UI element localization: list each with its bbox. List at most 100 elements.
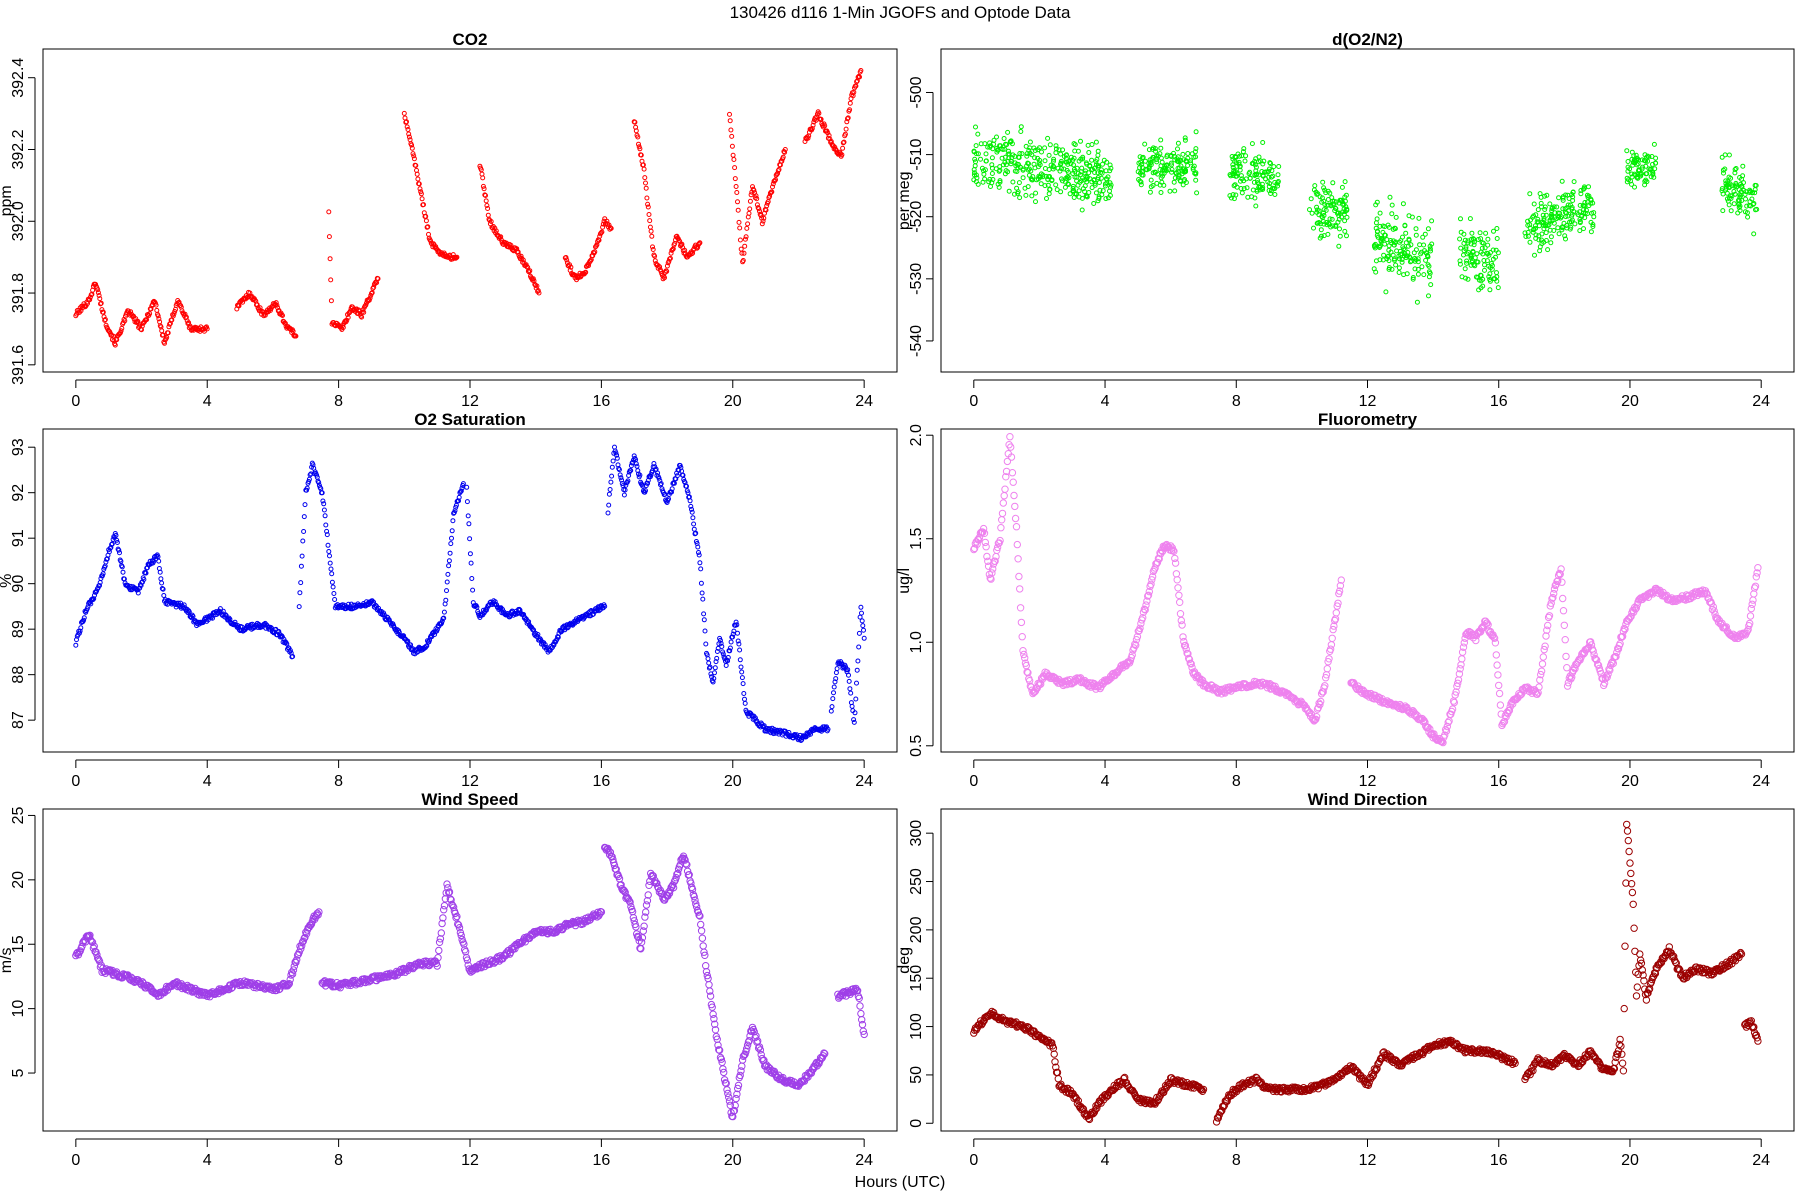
o2n2-data-point (1372, 241, 1378, 247)
o2n2-data-points (971, 124, 1760, 305)
o2n2-data-point (1536, 233, 1542, 239)
o2n2-data-point (1194, 190, 1200, 196)
o2sat-data-point (728, 639, 734, 645)
o2sat-data-point (740, 681, 746, 687)
o2n2-data-point (1333, 199, 1339, 205)
o2sat-data-point (701, 611, 707, 617)
o2n2-data-point (1231, 183, 1237, 189)
co2-data-point (586, 263, 591, 269)
o2sat-data-point (466, 521, 472, 527)
fluorometry-x-tick-label: 4 (1101, 773, 1110, 790)
co2-data-point (240, 299, 246, 305)
o2n2-data-point (1386, 258, 1392, 264)
o2n2-data-point (1487, 287, 1493, 293)
o2n2-data-point (1625, 159, 1631, 164)
fluorometry-data-point (1016, 585, 1024, 593)
o2sat-data-point (447, 550, 453, 556)
o2n2-data-point (1257, 184, 1263, 190)
o2n2-data-point (1320, 179, 1326, 185)
co2-data-point (756, 206, 762, 212)
o2n2-data-point (1260, 140, 1266, 145)
o2sat-data-point (854, 667, 860, 673)
o2n2-data-point (1413, 232, 1419, 238)
co2-data-point (405, 127, 411, 132)
fluorometry-data-point (1544, 621, 1552, 630)
o2n2-data-point (1415, 256, 1421, 262)
co2-data-point (520, 257, 526, 263)
o2n2-x-tick-label: 24 (1752, 393, 1770, 410)
o2n2-data-point (1410, 275, 1416, 280)
o2sat-data-point (702, 628, 708, 634)
o2n2-data-point (1065, 161, 1071, 167)
o2n2-data-point (1549, 213, 1555, 219)
fluorometry-data-point (1015, 572, 1023, 581)
o2n2-data-point (1032, 148, 1038, 153)
fluorometry-title: Fluorometry (1318, 410, 1418, 429)
co2-data-point (488, 219, 494, 224)
fluorometry-data-point (1006, 433, 1014, 441)
o2n2-data-point (1180, 151, 1186, 157)
o2sat-data-point (449, 535, 454, 541)
o2n2-data-point (1482, 267, 1487, 273)
fluorometry-data-point (1172, 570, 1181, 578)
fluorometry-ylabel: ug/l (896, 568, 913, 594)
o2sat-data-point (606, 491, 612, 497)
co2-data-point (729, 133, 735, 139)
o2n2-data-point (1138, 179, 1144, 185)
o2n2-data-point (1564, 205, 1570, 211)
o2n2-data-point (1046, 152, 1052, 158)
o2n2-data-point (1477, 230, 1483, 236)
o2n2-data-point (978, 156, 983, 162)
o2n2-data-point (1331, 202, 1337, 208)
co2-data-point (406, 131, 412, 137)
o2n2-data-point (1037, 145, 1042, 151)
o2n2-data-point (1193, 177, 1199, 183)
o2sat-data-point (621, 492, 627, 498)
o2n2-data-point (1493, 254, 1498, 260)
o2n2-data-point (1548, 240, 1554, 246)
co2-x-tick-label: 4 (203, 393, 212, 410)
o2n2-data-point (1465, 238, 1471, 244)
o2n2-data-point (1740, 163, 1746, 169)
o2n2-data-point (1026, 148, 1032, 153)
fluorometry-data-point (1176, 598, 1184, 606)
fluorometry-x-tick-label: 24 (1752, 773, 1770, 790)
o2n2-data-point (1072, 169, 1078, 174)
o2n2-data-point (1161, 182, 1167, 188)
co2-data-point (415, 176, 421, 182)
o2sat-y-tick-label: 87 (10, 711, 27, 729)
co2-data-point (751, 187, 757, 193)
o2n2-data-point (1321, 185, 1327, 191)
o2sat-data-point (467, 536, 473, 542)
o2n2-data-point (1155, 153, 1161, 159)
co2-data-point (407, 137, 413, 143)
o2n2-data-point (1427, 246, 1433, 252)
co2-data-point (643, 185, 649, 191)
o2n2-data-point (1480, 251, 1486, 257)
o2n2-data-point (1274, 181, 1280, 187)
o2sat-x-tick-label: 24 (855, 773, 873, 790)
co2-data-point (742, 243, 748, 249)
o2n2-data-point (1465, 276, 1471, 282)
co2-data-point (87, 297, 93, 303)
o2sat-data-point (299, 553, 305, 559)
o2n2-data-point (1394, 248, 1400, 254)
co2-data-point (369, 290, 374, 296)
o2n2-data-point (1020, 175, 1026, 181)
co2-data-point (657, 264, 663, 270)
o2n2-y-tick-label: -500 (908, 76, 925, 108)
o2n2-data-point (987, 140, 993, 146)
fluorometry-data-point (1147, 580, 1155, 588)
o2n2-data-point (1726, 152, 1732, 158)
fluorometry-data-point (1000, 492, 1008, 500)
o2n2-data-point (1321, 233, 1327, 239)
co2-data-point (731, 157, 737, 162)
o2n2-data-point (1158, 137, 1164, 143)
o2n2-x-tick-label: 20 (1621, 393, 1639, 410)
o2n2-data-point (1148, 177, 1154, 183)
o2n2-data-point (1413, 226, 1419, 232)
o2n2-data-point (1380, 223, 1386, 229)
o2sat-data-point (606, 502, 612, 508)
fluorometry-data-point (1178, 621, 1186, 629)
